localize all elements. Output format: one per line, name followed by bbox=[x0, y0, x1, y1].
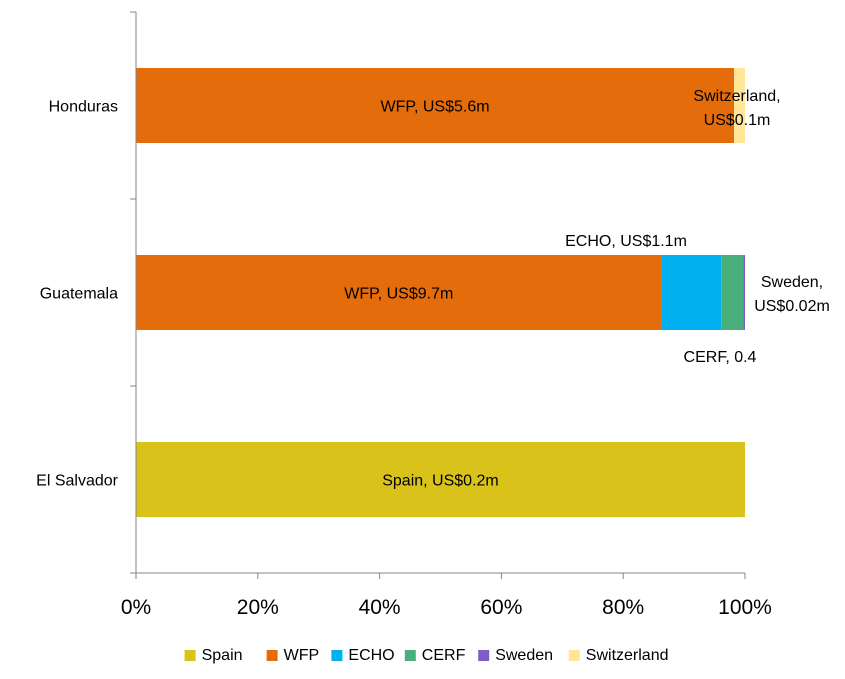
legend: Spain WFP ECHO CERF Sweden Switzerland bbox=[184, 647, 669, 664]
bar-guatemala-wfp bbox=[136, 255, 662, 330]
x-tick-label: 60% bbox=[480, 596, 522, 619]
legend-swatch-echo bbox=[331, 650, 343, 661]
legend-label-sweden: Sweden bbox=[495, 647, 553, 664]
y-tick-label: Honduras bbox=[49, 99, 118, 116]
bar-honduras-switzerland bbox=[734, 68, 745, 143]
bar-el-salvador-spain bbox=[136, 442, 745, 517]
axes-group: 0% 20% 40% 60% 80% 100% El Salvador Guatemala Ho… bbox=[36, 11, 772, 619]
data-label-guatemala-echo: ECHO, US$1.1m bbox=[565, 233, 687, 250]
legend-label-wfp: WFP bbox=[284, 647, 320, 664]
data-label-honduras-wfp: WFP, US$5.6m bbox=[380, 99, 489, 116]
data-label-guatemala-cerf: CERF, 0.4 bbox=[684, 349, 757, 366]
x-tick-label: 80% bbox=[602, 596, 644, 619]
legend-swatch-spain bbox=[184, 650, 196, 661]
data-label-guatemala-wfp: WFP, US$9.7m bbox=[344, 286, 453, 303]
legend-label-spain: Spain bbox=[202, 647, 243, 664]
y-tick-label: El Salvador bbox=[36, 473, 118, 490]
legend-swatch-switzerland bbox=[568, 650, 580, 661]
legend-label-cerf: CERF bbox=[422, 647, 466, 664]
legend-label-switzerland: Switzerland bbox=[586, 647, 669, 664]
x-tick-label: 0% bbox=[121, 596, 151, 619]
x-tick-label: 100% bbox=[718, 596, 772, 619]
data-label-guatemala-sweden: Sweden, US$0.02m bbox=[754, 274, 830, 315]
legend-swatch-cerf bbox=[404, 650, 416, 661]
bar-guatemala-sweden bbox=[743, 255, 745, 330]
x-tick-label: 20% bbox=[237, 596, 279, 619]
legend-label-echo: ECHO bbox=[348, 647, 394, 664]
data-label-el-salvador-spain: Spain, US$0.2m bbox=[382, 473, 499, 490]
y-tick-label: Guatemala bbox=[40, 286, 118, 303]
bar-guatemala-echo bbox=[661, 255, 722, 330]
legend-swatch-wfp bbox=[266, 650, 278, 661]
bar-honduras-wfp bbox=[136, 68, 735, 143]
data-label-honduras-switzerland: Switzerland, US$0.1m bbox=[693, 88, 780, 129]
legend-swatch-sweden bbox=[478, 650, 490, 661]
bar-guatemala-cerf bbox=[721, 255, 744, 330]
data-labels-group: WFP, US$5.6m Switzerland, US$0.1m WFP, US$9… bbox=[344, 88, 830, 490]
bars-group bbox=[136, 68, 745, 517]
x-tick-label: 40% bbox=[359, 596, 401, 619]
